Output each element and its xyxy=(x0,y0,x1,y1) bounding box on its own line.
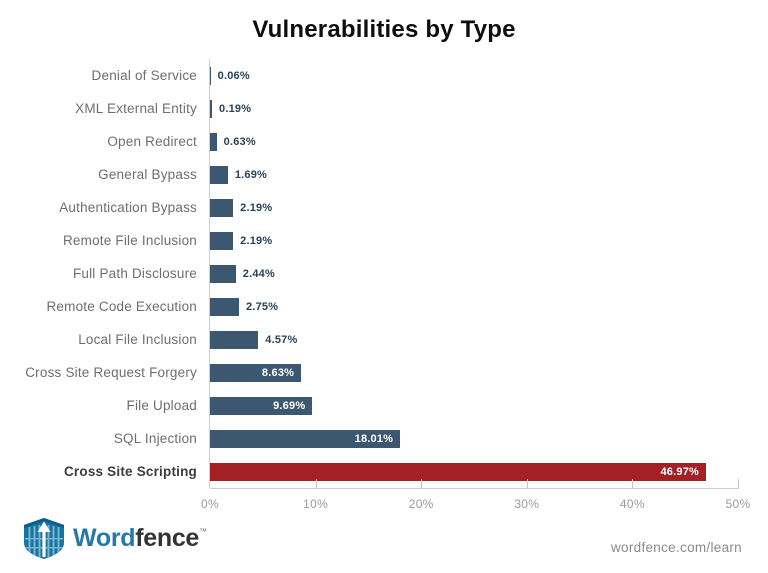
category-label: File Upload xyxy=(126,398,197,413)
bar-chart: Denial of Service 0.06% XML External Entit… xyxy=(0,59,768,517)
bar xyxy=(210,198,234,217)
bar: 46.97% xyxy=(210,462,706,481)
brand-word: Word xyxy=(73,524,136,552)
bar xyxy=(210,264,236,283)
chart-row: Cross Site Scripting 46.97% xyxy=(0,455,768,488)
value-label: 46.97% xyxy=(660,465,699,478)
value-label: 0.06% xyxy=(217,69,250,82)
bar-track: 18.01% xyxy=(209,422,738,455)
bar xyxy=(210,297,240,316)
axis-tick-label: 20% xyxy=(408,497,434,511)
axis-tick xyxy=(526,479,528,489)
chart-row: Authentication Bypass 2.19% xyxy=(0,191,768,224)
axis-tick-label: 30% xyxy=(514,497,540,511)
axis-tick-label: 0% xyxy=(201,497,219,511)
category-label: Cross Site Request Forgery xyxy=(25,365,197,380)
bar xyxy=(210,66,211,85)
bar xyxy=(210,132,217,151)
chart-row: Cross Site Request Forgery 8.63% xyxy=(0,356,768,389)
source-link: wordfence.com/learn xyxy=(610,540,742,555)
bar-track: 2.75% xyxy=(209,290,738,323)
chart-row: Remote Code Execution 2.75% xyxy=(0,290,768,323)
category-label: Remote Code Execution xyxy=(46,299,197,314)
bar-track: 4.57% xyxy=(209,323,738,356)
category-label: Denial of Service xyxy=(91,68,197,83)
chart-row: General Bypass 1.69% xyxy=(0,158,768,191)
trademark-symbol: ™ xyxy=(199,527,207,536)
value-label: 2.19% xyxy=(240,201,273,214)
bar-track: 1.69% xyxy=(209,158,738,191)
bar: 9.69% xyxy=(210,396,313,415)
category-label: Cross Site Scripting xyxy=(63,464,197,479)
value-label: 4.57% xyxy=(265,333,298,346)
axis-tick-label: 50% xyxy=(725,497,751,511)
chart-row: File Upload 9.69% xyxy=(0,389,768,422)
bar-track: 0.63% xyxy=(209,125,738,158)
bar xyxy=(210,231,234,250)
axis-tick xyxy=(632,479,634,489)
axis-tick-label: 40% xyxy=(619,497,645,511)
category-label: General Bypass xyxy=(98,167,197,182)
axis-tick xyxy=(421,479,423,489)
chart-row: Denial of Service 0.06% xyxy=(0,59,768,92)
category-label: Authentication Bypass xyxy=(59,200,197,215)
brand-fence: fence xyxy=(135,524,200,552)
bar-track: 2.44% xyxy=(209,257,738,290)
bar-track: 0.06% xyxy=(209,59,738,92)
value-label: 2.44% xyxy=(242,267,275,280)
wordfence-wordmark: Wordfence™ xyxy=(73,526,207,551)
axis-tick xyxy=(738,479,739,489)
chart-row: Full Path Disclosure 2.44% xyxy=(0,257,768,290)
category-label: XML External Entity xyxy=(75,101,197,116)
value-label: 0.19% xyxy=(219,102,252,115)
category-label: Local File Inclusion xyxy=(78,332,197,347)
bar-track: 46.97% xyxy=(209,455,738,488)
category-label: Remote File Inclusion xyxy=(62,233,197,248)
bar-track: 9.69% xyxy=(209,389,738,422)
value-label: 18.01% xyxy=(354,432,394,445)
bar-track: 8.63% xyxy=(209,356,738,389)
axis-tick-label: 10% xyxy=(303,497,329,511)
chart-row: XML External Entity 0.19% xyxy=(0,92,768,125)
chart-row: Local File Inclusion 4.57% xyxy=(0,323,768,356)
wordfence-logo: Wordfence™ xyxy=(22,517,207,560)
value-label: 9.69% xyxy=(273,399,306,412)
chart-title: Vulnerabilities by Type xyxy=(252,16,516,43)
value-label: 2.19% xyxy=(240,234,273,247)
value-label: 1.69% xyxy=(234,168,268,181)
bar-track: 2.19% xyxy=(209,224,738,257)
bar xyxy=(210,330,259,349)
value-label: 2.75% xyxy=(246,300,279,313)
bar-track: 2.19% xyxy=(209,191,738,224)
value-label: 8.63% xyxy=(261,366,295,379)
category-label: SQL Injection xyxy=(113,431,197,446)
axis-tick xyxy=(315,479,317,489)
x-axis: 0% 10% 20% 30% 40% 50% xyxy=(201,479,750,517)
bar xyxy=(210,99,212,118)
value-label: 0.63% xyxy=(223,135,256,148)
bar-track: 0.19% xyxy=(209,92,738,125)
bar xyxy=(210,165,228,184)
chart-row: Remote File Inclusion 2.19% xyxy=(0,224,768,257)
chart-row: SQL Injection 18.01% xyxy=(0,422,768,455)
category-label: Open Redirect xyxy=(107,134,197,149)
category-label: Full Path Disclosure xyxy=(72,266,197,281)
bar: 8.63% xyxy=(210,363,302,382)
wordfence-shield-icon xyxy=(22,517,66,560)
chart-row: Open Redirect 0.63% xyxy=(0,125,768,158)
bar: 18.01% xyxy=(210,429,401,448)
